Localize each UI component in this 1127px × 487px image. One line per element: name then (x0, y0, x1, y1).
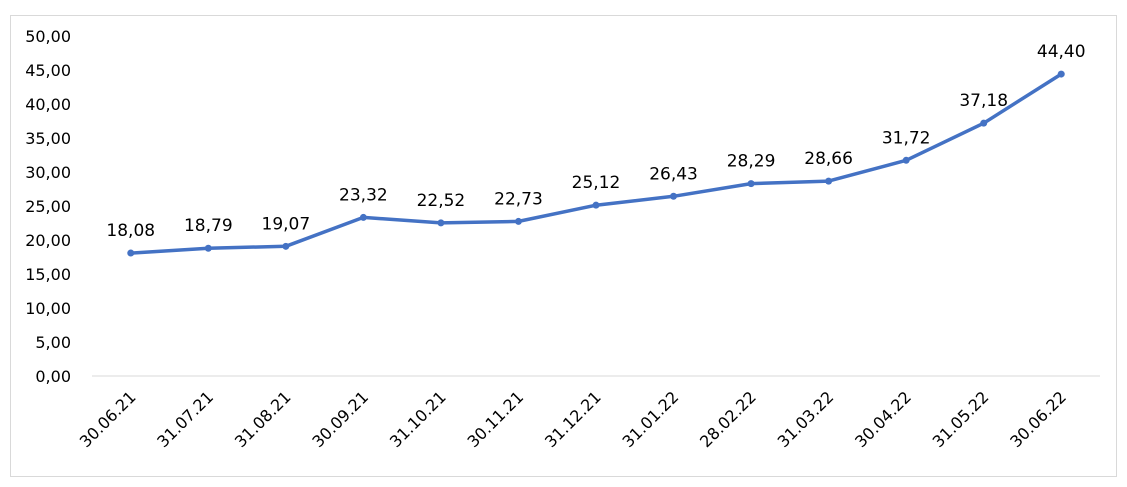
y-tick-label: 25,00 (25, 197, 71, 216)
y-tick-label: 40,00 (25, 95, 71, 114)
data-point (1057, 70, 1065, 78)
x-tick-label: 31.05.22 (929, 387, 993, 451)
data-label: 19,07 (262, 214, 311, 234)
y-tick-label: 20,00 (25, 231, 71, 250)
x-tick-label: 31.07.21 (153, 387, 217, 451)
data-label: 18,79 (184, 216, 233, 236)
data-label: 18,08 (106, 221, 155, 241)
data-point (825, 177, 833, 185)
y-tick-label: 15,00 (25, 265, 71, 284)
data-point (127, 249, 135, 257)
data-point (747, 180, 755, 188)
chart-frame (10, 15, 1117, 477)
x-tick-label: 31.08.21 (231, 387, 295, 451)
data-label: 31,72 (882, 128, 931, 148)
data-point (204, 244, 212, 252)
data-label: 28,29 (727, 152, 776, 172)
x-tick-label: 31.03.22 (774, 387, 838, 451)
y-tick-label: 30,00 (25, 163, 71, 182)
data-label: 25,12 (572, 173, 621, 193)
x-tick-label: 30.04.22 (851, 387, 915, 451)
y-tick-label: 5,00 (35, 333, 71, 352)
x-tick-label: 30.09.21 (308, 387, 372, 451)
y-axis-ticks: 0,00 5,00 10,00 15,00 20,00 25,00 30,00 35,00 40… (25, 27, 71, 386)
data-point (514, 217, 522, 225)
data-point (592, 201, 600, 209)
data-point (902, 156, 910, 164)
data-point (980, 119, 988, 127)
data-label: 44,40 (1037, 42, 1086, 62)
x-tick-label: 30.11.21 (463, 387, 527, 451)
data-label: 26,43 (649, 164, 698, 184)
x-tick-label: 30.06.21 (76, 387, 140, 451)
y-tick-label: 50,00 (25, 27, 71, 46)
data-points (127, 70, 1065, 257)
data-label: 22,52 (417, 191, 466, 211)
y-tick-label: 0,00 (35, 367, 71, 386)
data-label: 23,32 (339, 185, 388, 205)
data-point (670, 192, 678, 200)
data-label: 22,73 (494, 189, 543, 209)
x-tick-label: 30.06.22 (1006, 387, 1070, 451)
data-point (437, 219, 445, 227)
y-tick-label: 10,00 (25, 299, 71, 318)
x-axis-ticks: 30.06.21 31.07.21 31.08.21 30.09.21 31.10.21… (76, 387, 1070, 451)
x-tick-label: 31.01.22 (619, 387, 683, 451)
x-tick-label: 31.12.21 (541, 387, 605, 451)
y-tick-label: 45,00 (25, 61, 71, 80)
data-label: 28,66 (804, 149, 853, 169)
data-point (359, 213, 367, 221)
y-tick-label: 35,00 (25, 129, 71, 148)
data-labels: 18,08 18,79 19,07 23,32 22,52 22,73 25,12 26,43… (106, 42, 1085, 241)
x-tick-label: 31.10.21 (386, 387, 450, 451)
x-tick-label: 28.02.22 (696, 387, 760, 451)
data-point (282, 242, 290, 250)
data-label: 37,18 (959, 91, 1008, 111)
